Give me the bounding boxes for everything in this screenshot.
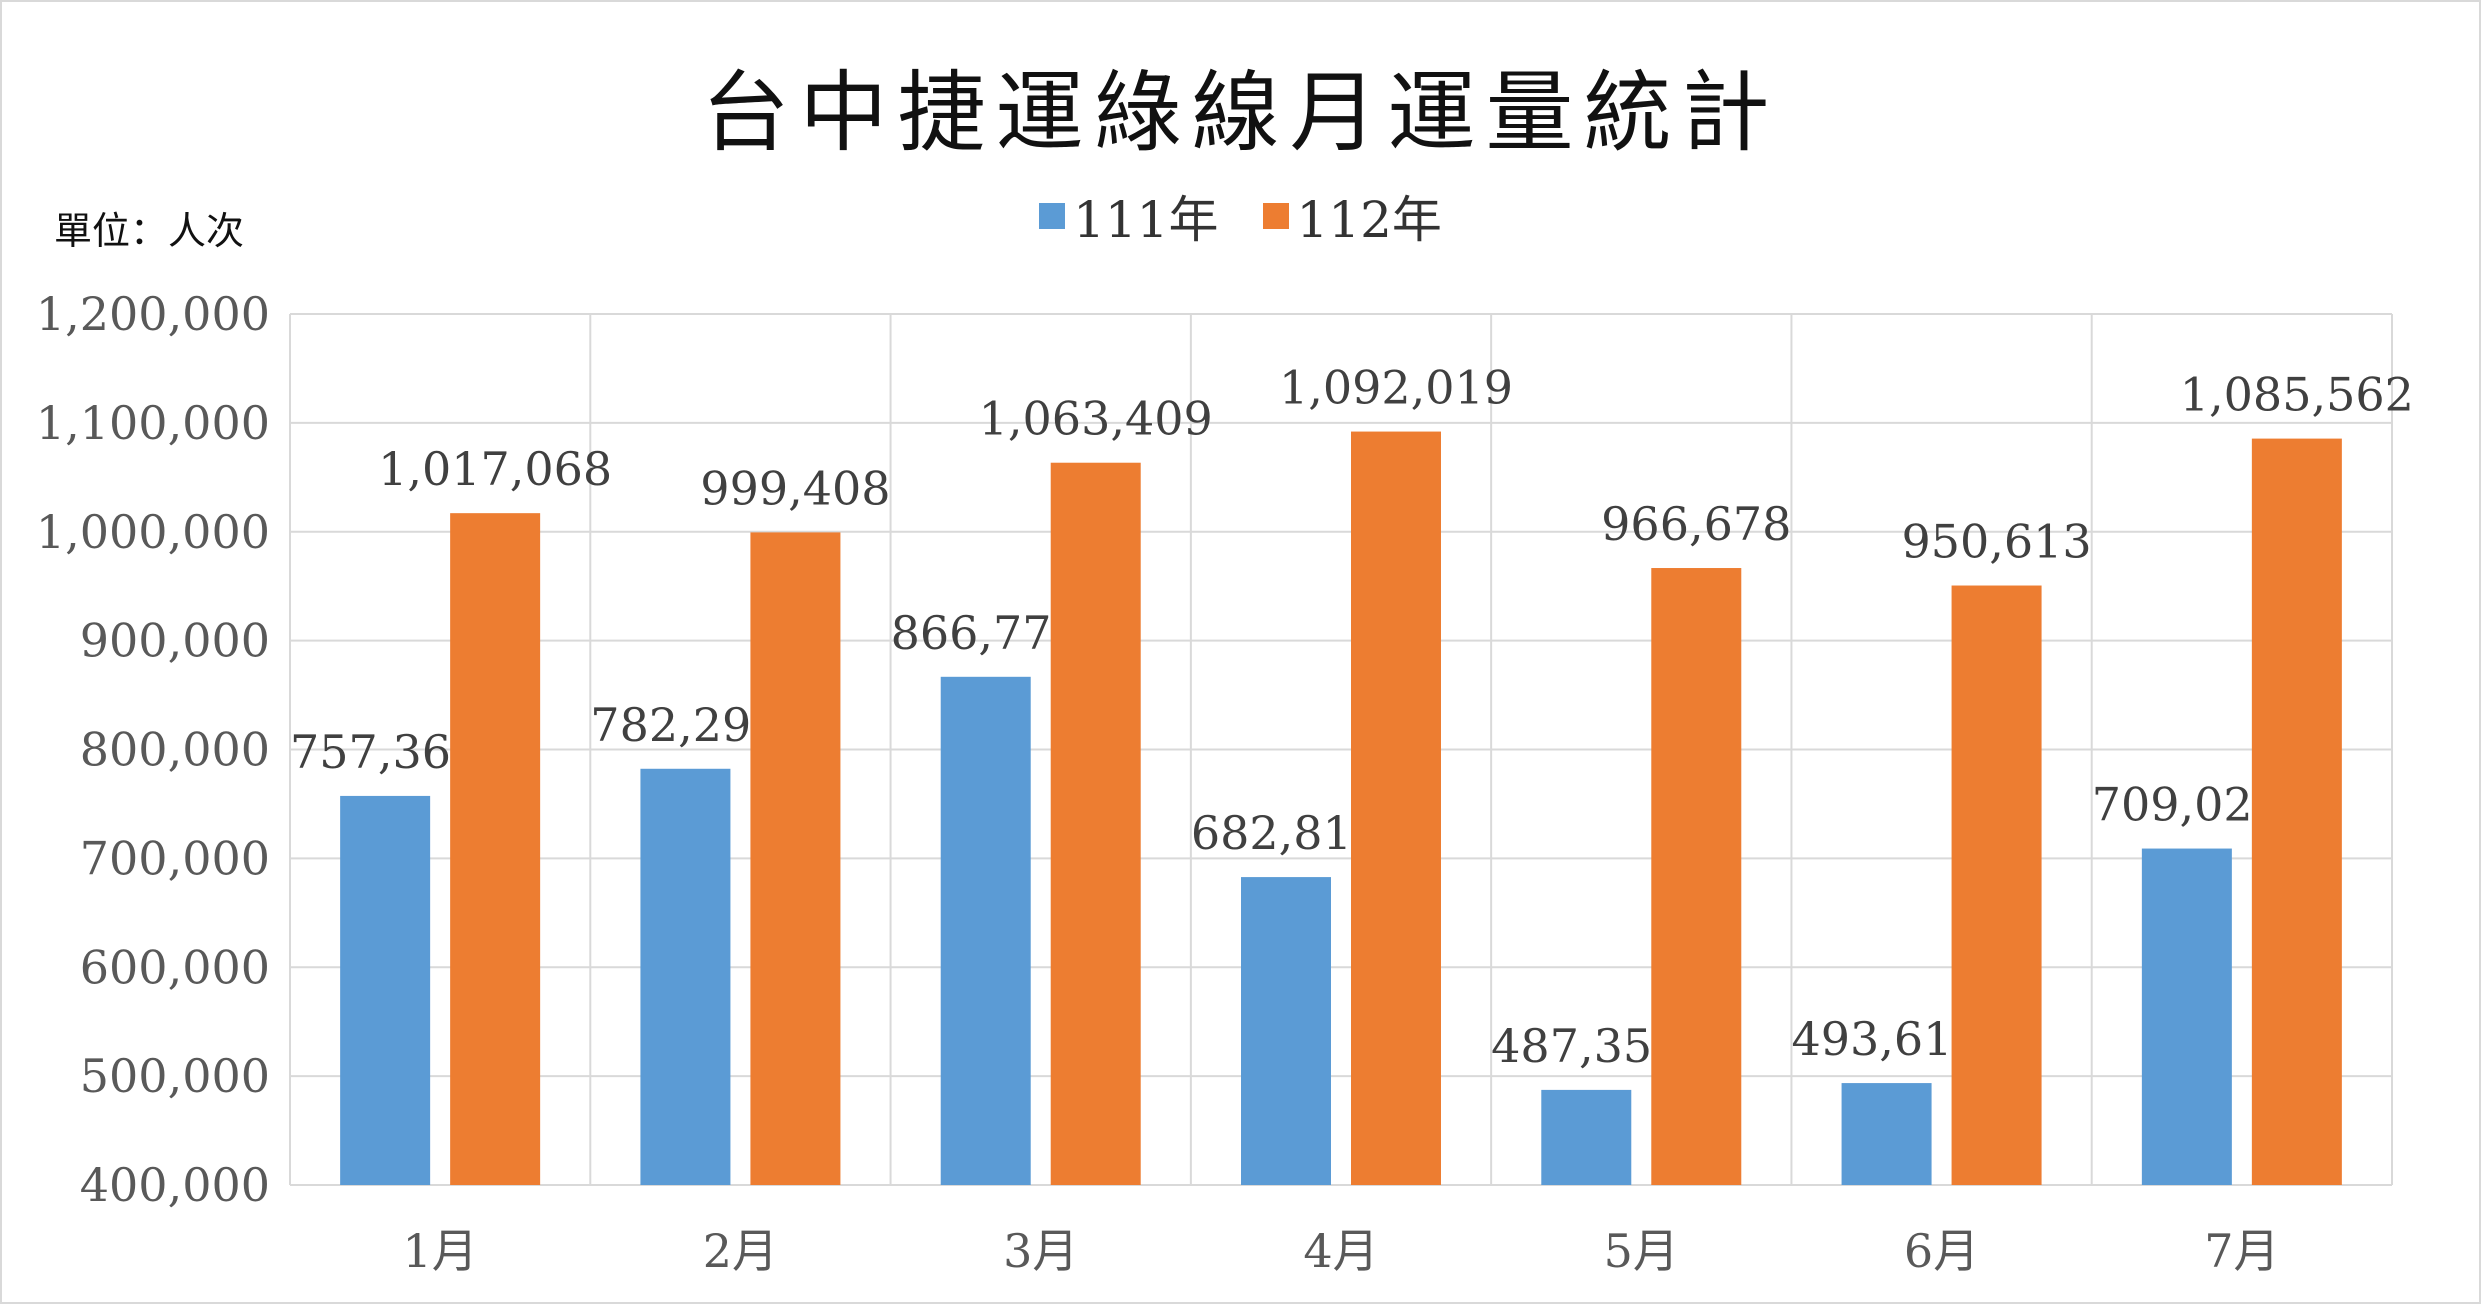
x-tick-label: 4月	[1303, 1224, 1378, 1278]
legend-item-112: 112年	[1262, 180, 1442, 252]
y-tick-label: 1,000,000	[36, 505, 270, 559]
bar	[940, 676, 1031, 1185]
data-label: 999,408	[700, 461, 890, 515]
bar	[1841, 1083, 1932, 1185]
data-label: 1,085,562	[2180, 368, 2414, 422]
bar	[1541, 1089, 1632, 1185]
legend-label-112: 112年	[1296, 191, 1442, 249]
y-tick-label: 400,000	[80, 1158, 270, 1212]
legend-swatch-111	[1039, 203, 1066, 229]
legend-label-111: 111年	[1073, 191, 1219, 249]
bar	[750, 532, 841, 1185]
data-label: 1,017,068	[378, 442, 612, 496]
bar	[1651, 568, 1742, 1185]
x-tick-label: 5月	[1604, 1224, 1679, 1278]
y-tick-label: 1,200,000	[36, 287, 270, 341]
bar	[640, 768, 731, 1185]
legend: 111年 112年	[2, 180, 2479, 252]
data-label: 1,063,409	[979, 392, 1213, 446]
data-label: 709,022	[2092, 778, 2282, 832]
bar	[1241, 877, 1331, 1185]
data-label: 1,092,019	[1279, 361, 1513, 415]
x-tick-label: 2月	[703, 1224, 778, 1278]
bar	[2251, 438, 2342, 1185]
x-tick-label: 6月	[1904, 1224, 1979, 1278]
bar	[1351, 431, 1441, 1185]
data-label: 682,815	[1191, 806, 1381, 860]
x-tick-label: 3月	[1003, 1224, 1078, 1278]
data-label: 757,363	[290, 725, 480, 779]
legend-item-111: 111年	[1039, 180, 1219, 252]
data-label: 782,294	[590, 698, 780, 752]
chart-title: 台中捷運綠線月運量統計	[701, 61, 1780, 164]
bar	[340, 795, 431, 1185]
unit-label: 單位：人次	[54, 209, 245, 253]
y-tick-label: 600,000	[80, 940, 270, 994]
x-tick-label: 1月	[403, 1224, 478, 1278]
bar	[1951, 585, 2042, 1185]
bar	[2141, 848, 2232, 1185]
y-tick-label: 900,000	[80, 614, 270, 668]
data-label: 866,770	[891, 606, 1081, 660]
y-tick-label: 1,100,000	[36, 396, 270, 450]
bar	[450, 513, 541, 1185]
x-tick-label: 7月	[2204, 1224, 2279, 1278]
data-label: 950,613	[1901, 515, 2091, 569]
bar	[1050, 462, 1141, 1185]
data-label: 966,678	[1601, 497, 1791, 551]
y-tick-label: 700,000	[80, 831, 270, 885]
data-label: 493,612	[1791, 1012, 1981, 1066]
y-tick-label: 800,000	[80, 723, 270, 777]
data-label: 487,351	[1491, 1019, 1681, 1073]
legend-swatch-112	[1262, 203, 1289, 229]
y-tick-label: 500,000	[80, 1049, 270, 1103]
